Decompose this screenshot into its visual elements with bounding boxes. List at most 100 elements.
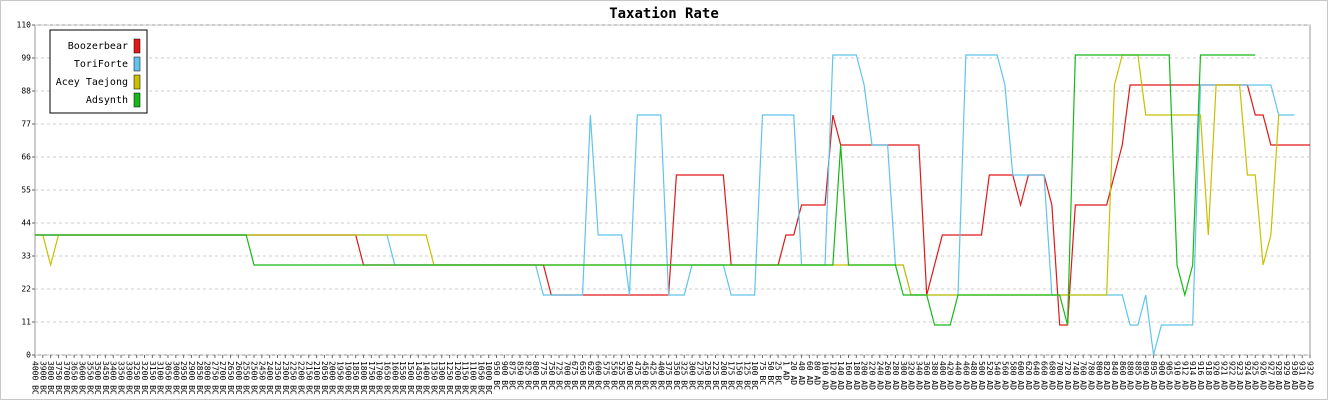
x-tick-label: 4000 BC — [31, 361, 40, 395]
x-tick-label: 2000 BC — [328, 361, 337, 395]
x-tick-label: 1000 BC — [484, 361, 493, 395]
x-tick-label: 200 AD — [860, 361, 869, 390]
x-tick-label: 2350 BC — [273, 361, 282, 395]
x-tick-label: 700 AD — [1055, 361, 1064, 390]
y-tick-label: 55 — [21, 186, 31, 195]
x-tick-label: 650 BC — [578, 361, 587, 390]
x-tick-label: 3300 BC — [124, 361, 133, 395]
x-tick-label: 875 BC — [508, 361, 517, 390]
x-tick-label: 600 AD — [1016, 361, 1025, 390]
x-tick-label: 3800 BC — [46, 361, 55, 395]
x-tick-label: 912 AD — [1180, 361, 1189, 390]
x-tick-label: 150 BC — [734, 361, 743, 390]
x-tick-label: 2100 BC — [312, 361, 321, 395]
x-tick-label: 425 BC — [648, 361, 657, 390]
x-tick-label: 625 BC — [586, 361, 595, 390]
x-tick-label: 2550 BC — [242, 361, 251, 395]
x-tick-label: 3350 BC — [117, 361, 126, 395]
x-tick-label: 325 BC — [680, 361, 689, 390]
y-tick-label: 0 — [26, 351, 31, 360]
chart-title: Taxation Rate — [609, 6, 719, 22]
x-tick-label: 3000 BC — [171, 361, 180, 395]
x-tick-label: 1700 BC — [375, 361, 384, 395]
x-tick-label: 920 AD — [1212, 361, 1221, 390]
x-tick-label: 80 AD — [813, 361, 822, 385]
x-tick-label: 1100 BC — [469, 361, 478, 395]
x-tick-label: 750 BC — [547, 361, 556, 390]
x-tick-label: 680 AD — [1047, 361, 1056, 390]
x-tick-label: 916 AD — [1196, 361, 1205, 390]
x-tick-label: 525 BC — [617, 361, 626, 390]
legend-label: Acey Taejong — [56, 77, 128, 88]
x-tick-label: 520 AD — [985, 361, 994, 390]
y-tick-label: 110 — [17, 21, 32, 30]
x-tick-label: 3150 BC — [148, 361, 157, 395]
x-tick-label: 350 BC — [672, 361, 681, 390]
x-tick-label: 3100 BC — [156, 361, 165, 395]
x-tick-label: 2900 BC — [187, 361, 196, 395]
x-tick-label: 820 AD — [1102, 361, 1111, 390]
x-tick-label: 890 AD — [1141, 361, 1150, 390]
x-tick-label: 1250 BC — [445, 361, 454, 395]
x-tick-label: 923 AD — [1235, 361, 1244, 390]
x-tick-label: 225 BC — [711, 361, 720, 390]
x-tick-label: 180 AD — [852, 361, 861, 390]
x-tick-label: 140 AD — [836, 361, 845, 390]
x-tick-label: 500 AD — [977, 361, 986, 390]
y-tick-label: 66 — [21, 153, 31, 162]
x-tick-label: 25 BC — [774, 361, 783, 385]
x-tick-label: 928 AD — [1274, 361, 1283, 390]
x-tick-label: 900 BC — [500, 361, 509, 390]
x-tick-label: 2600 BC — [234, 361, 243, 395]
x-tick-label: 2200 BC — [296, 361, 305, 395]
x-tick-label: 450 BC — [641, 361, 650, 390]
x-tick-label: 932 AD — [1306, 361, 1315, 390]
x-tick-label: 475 BC — [633, 361, 642, 390]
x-tick-label: 320 AD — [907, 361, 916, 390]
x-tick-label: 1750 BC — [367, 361, 376, 395]
x-tick-label: 120 AD — [828, 361, 837, 390]
x-tick-label: 1600 BC — [390, 361, 399, 395]
x-tick-label: 675 BC — [570, 361, 579, 390]
x-tick-label: 1150 BC — [461, 361, 470, 395]
x-tick-label: 550 BC — [609, 361, 618, 390]
x-tick-label: 420 AD — [946, 361, 955, 390]
x-tick-label: 800 BC — [531, 361, 540, 390]
x-tick-label: 400 AD — [938, 361, 947, 390]
x-tick-label: 1 AD — [781, 361, 790, 380]
x-tick-label: 925 AD — [1251, 361, 1260, 390]
x-tick-label: 1650 BC — [382, 361, 391, 395]
x-tick-label: 725 BC — [555, 361, 564, 390]
x-tick-label: 360 AD — [922, 361, 931, 390]
x-tick-label: 250 BC — [703, 361, 712, 390]
x-tick-label: 2300 BC — [281, 361, 290, 395]
x-tick-label: 160 AD — [844, 361, 853, 390]
x-tick-label: 340 AD — [914, 361, 923, 390]
x-tick-label: 2650 BC — [226, 361, 235, 395]
x-tick-label: 540 AD — [993, 361, 1002, 390]
x-tick-label: 905 AD — [1165, 361, 1174, 390]
x-tick-label: 1550 BC — [398, 361, 407, 395]
x-tick-label: 400 BC — [656, 361, 665, 390]
x-tick-label: 3650 BC — [70, 361, 79, 395]
x-tick-label: 922 AD — [1227, 361, 1236, 390]
x-tick-label: 800 AD — [1094, 361, 1103, 390]
legend-swatch — [133, 74, 141, 90]
x-tick-label: 480 AD — [969, 361, 978, 390]
x-tick-label: 3450 BC — [101, 361, 110, 395]
x-tick-label: 1200 BC — [453, 361, 462, 395]
x-tick-label: 640 AD — [1032, 361, 1041, 390]
x-tick-label: 2150 BC — [304, 361, 313, 395]
x-tick-label: 300 AD — [899, 361, 908, 390]
x-tick-label: 460 AD — [961, 361, 970, 390]
x-tick-label: 220 AD — [867, 361, 876, 390]
x-tick-label: 2750 BC — [210, 361, 219, 395]
x-tick-label: 20 AD — [789, 361, 798, 385]
x-tick-label: 914 AD — [1188, 361, 1197, 390]
x-tick-label: 1850 BC — [351, 361, 360, 395]
x-tick-label: 825 BC — [523, 361, 532, 390]
series-line — [35, 54, 1256, 326]
x-tick-label: 175 BC — [727, 361, 736, 390]
x-tick-label: 575 BC — [602, 361, 611, 390]
x-tick-label: 300 BC — [688, 361, 697, 390]
